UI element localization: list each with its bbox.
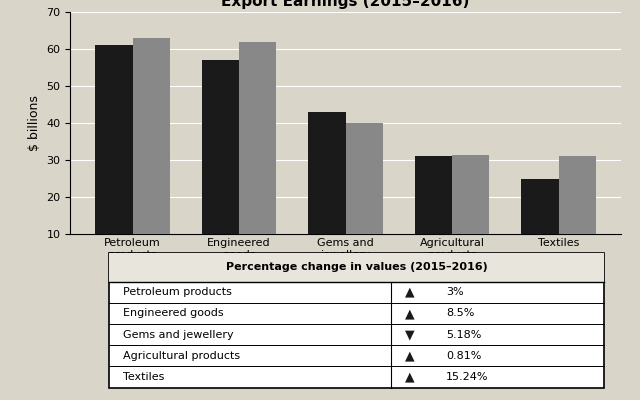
Text: Agricultural products: Agricultural products (123, 351, 240, 361)
Text: Engineered goods: Engineered goods (123, 308, 223, 318)
FancyBboxPatch shape (109, 253, 604, 282)
Text: ▲: ▲ (405, 307, 415, 320)
FancyBboxPatch shape (109, 253, 604, 388)
Bar (452, 154, 490, 271)
X-axis label: Product Category: Product Category (284, 263, 407, 276)
Text: ▲: ▲ (405, 370, 415, 384)
Text: ▼: ▼ (405, 328, 415, 341)
Text: ▲: ▲ (405, 286, 415, 299)
Bar (308, 112, 346, 271)
Bar (95, 45, 132, 271)
Bar (415, 156, 452, 271)
Text: Gems and jewellery: Gems and jewellery (123, 330, 234, 340)
Text: ▲: ▲ (405, 349, 415, 362)
Text: 3%: 3% (446, 287, 464, 297)
Text: Petroleum products: Petroleum products (123, 287, 232, 297)
Bar (202, 60, 239, 271)
Bar (346, 123, 383, 271)
Text: 15.24%: 15.24% (446, 372, 489, 382)
Title: Export Earnings (2015–2016): Export Earnings (2015–2016) (221, 0, 470, 10)
Text: 0.81%: 0.81% (446, 351, 482, 361)
Y-axis label: $ billions: $ billions (28, 95, 41, 151)
Text: 5.18%: 5.18% (446, 330, 482, 340)
Bar (132, 38, 170, 271)
Text: Percentage change in values (2015–2016): Percentage change in values (2015–2016) (226, 262, 488, 272)
Text: 8.5%: 8.5% (446, 308, 475, 318)
Bar (521, 178, 559, 271)
Text: Textiles: Textiles (123, 372, 164, 382)
Bar (239, 42, 276, 271)
Bar (559, 156, 596, 271)
